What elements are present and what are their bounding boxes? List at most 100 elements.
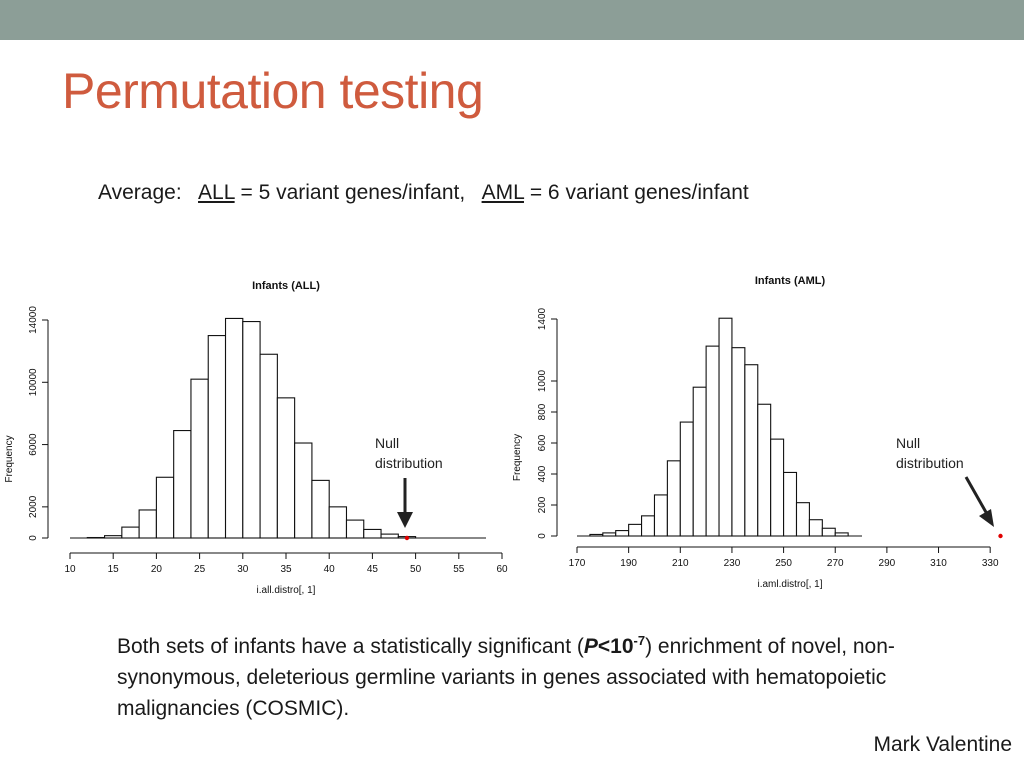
histogram-bar	[770, 438, 785, 537]
x-tick-label: 20	[151, 564, 163, 575]
histogram-bar	[731, 347, 746, 537]
x-tick-label: 310	[930, 558, 947, 569]
y-tick-label: 6000	[28, 433, 39, 456]
null-distribution-label: Null distribution	[375, 435, 443, 471]
y-tick-label: 600	[537, 434, 548, 451]
null-distribution-label-line: distribution	[896, 455, 964, 471]
average-summary: Average: ALL = 5 variant genes/infant, A…	[98, 181, 749, 205]
y-tick-label: 1400	[537, 307, 548, 330]
y-tick-label: 14000	[28, 306, 39, 334]
y-tick-label: 200	[537, 496, 548, 513]
histogram-bar	[276, 397, 296, 539]
x-tick-label: 170	[569, 558, 586, 569]
chart-title: Infants (AML)	[755, 275, 826, 287]
histogram-bar	[380, 533, 399, 539]
histogram-bar	[207, 335, 227, 539]
caption-part1: Both sets of infants have a statisticall…	[117, 635, 584, 658]
x-tick-label: 35	[280, 564, 292, 575]
x-axis: 10 15 20 25 30 35 40 45 50 55 60	[64, 552, 508, 575]
aml-label: AML	[481, 181, 524, 204]
histogram-bar	[744, 364, 759, 537]
x-axis: 170 190 210 230 250 270 290 310 330	[569, 546, 999, 569]
histogram-bar	[294, 442, 313, 539]
all-label: ALL	[198, 181, 235, 204]
y-tick-label: 0	[28, 535, 39, 541]
caption-part2: ) enrichment of novel, non-synonymous, d…	[117, 635, 895, 720]
x-tick-label: 270	[827, 558, 844, 569]
arrow-icon	[964, 476, 989, 515]
y-tick-label: 400	[537, 465, 548, 482]
histogram-bar	[705, 345, 720, 537]
histogram-bar	[173, 430, 192, 539]
x-tick-label: 55	[453, 564, 465, 575]
chart-title: Infants (ALL)	[252, 280, 320, 292]
histogram-aml: Infants (AML) 170 190 210 230 250 270 290 310 330…	[510, 265, 1024, 605]
x-tick-label: 15	[108, 564, 120, 575]
x-tick-label: 25	[194, 564, 206, 575]
histogram-bar	[666, 460, 681, 537]
histogram-bar	[615, 530, 630, 537]
histogram-bar	[363, 528, 382, 539]
x-tick-label: 190	[620, 558, 637, 569]
histogram-bar	[328, 506, 348, 539]
slide-title: Permutation testing	[62, 63, 484, 119]
histogram-bar	[692, 386, 707, 537]
observed-value-point	[404, 535, 410, 541]
histogram-bar	[345, 519, 365, 539]
histogram-bar	[653, 494, 668, 537]
author-name: Mark Valentine	[873, 733, 1012, 756]
histogram-bar	[311, 479, 330, 539]
arrow-head-icon	[979, 509, 994, 527]
histogram-aml-svg: Infants (AML) 170 190 210 230 250 270 290 310 330…	[512, 275, 1003, 590]
x-tick-label: 210	[672, 558, 689, 569]
histogram-bar	[190, 378, 209, 539]
y-axis: 0 2000 6000 10000 14000	[28, 306, 49, 541]
x-tick-label: 40	[324, 564, 336, 575]
histogram-bar	[808, 519, 823, 537]
p-symbol: P	[583, 635, 598, 658]
x-tick-label: 10	[64, 564, 76, 575]
all-average-text: = 5 variant genes/infant,	[240, 181, 466, 204]
x-tick-label: 60	[496, 564, 508, 575]
histogram-bar	[641, 515, 656, 537]
observed-value-point	[998, 533, 1003, 539]
histogram-bar	[821, 527, 836, 537]
x-tick-label: 45	[367, 564, 379, 575]
y-tick-label: 800	[537, 403, 548, 420]
x-tick-label: 30	[237, 564, 249, 575]
p-exponent: -7	[633, 633, 646, 648]
histogram-bar	[242, 321, 261, 539]
y-axis-label: Frequency	[512, 434, 523, 481]
histogram-bar	[121, 526, 140, 539]
y-axis-label: Frequency	[4, 435, 15, 482]
y-tick-label: 10000	[28, 368, 39, 396]
null-distribution-label-line: Null	[375, 435, 399, 451]
histogram-bar	[783, 471, 798, 537]
p-operator: <10	[597, 635, 634, 658]
y-tick-label: 0	[537, 533, 548, 539]
y-tick-label: 1000	[537, 369, 548, 392]
aml-average-text: = 6 variant genes/infant	[529, 181, 749, 204]
top-accent-bar	[0, 0, 1024, 40]
null-distribution-label-line: Null	[896, 435, 920, 451]
histogram-bar	[224, 317, 244, 539]
histogram-bar	[757, 403, 772, 537]
histogram-bar	[259, 353, 278, 539]
histogram-bar	[679, 421, 694, 537]
x-tick-label: 50	[410, 564, 422, 575]
histogram-all-svg: Infants (ALL) 10 15 20 25 30 35 40 45 50 55 60 i.all…	[4, 280, 508, 596]
histogram-bar	[155, 476, 175, 539]
y-axis: 0 200 400 600 800 1000 1400	[537, 307, 558, 539]
arrow-head-icon	[397, 512, 413, 528]
histogram-all: Infants (ALL) 10 15 20 25 30 35 40 45 50 55 60 i.all…	[0, 265, 510, 605]
x-axis-label: i.all.distro[, 1]	[257, 585, 316, 596]
average-prefix: Average:	[98, 181, 182, 204]
null-distribution-label: Null distribution	[896, 435, 964, 471]
x-axis-label: i.aml.distro[, 1]	[757, 579, 822, 590]
null-distribution-label-line: distribution	[375, 455, 443, 471]
y-tick-label: 2000	[28, 495, 39, 518]
histogram-bar	[628, 523, 643, 537]
histogram-bar	[138, 509, 157, 539]
x-tick-label: 230	[724, 558, 741, 569]
histogram-bar	[795, 502, 810, 537]
